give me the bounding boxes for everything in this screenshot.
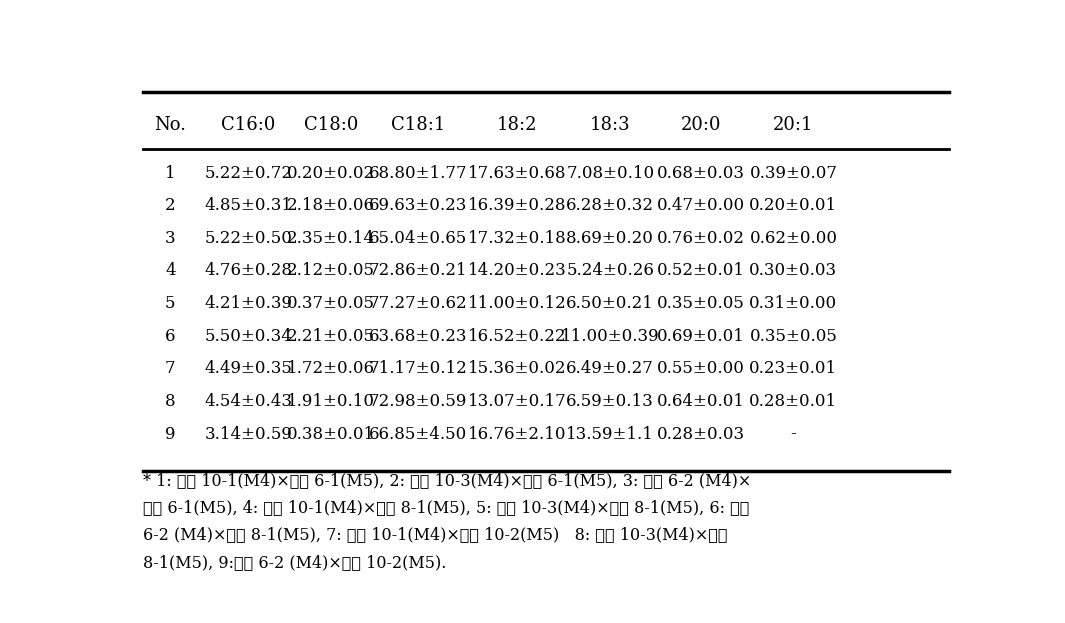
- Text: 4.76±0.28: 4.76±0.28: [204, 262, 293, 280]
- Text: 4.54±0.43: 4.54±0.43: [204, 393, 293, 410]
- Text: 0.35±0.05: 0.35±0.05: [750, 328, 837, 345]
- Text: 0.76±0.02: 0.76±0.02: [657, 230, 746, 247]
- Text: 1.72±0.06: 1.72±0.06: [288, 360, 375, 378]
- Text: 15.36±0.02: 15.36±0.02: [468, 360, 567, 378]
- Text: 8.69±0.20: 8.69±0.20: [567, 230, 654, 247]
- Text: 0.47±0.00: 0.47±0.00: [657, 197, 746, 214]
- Text: 5.50±0.34: 5.50±0.34: [204, 328, 293, 345]
- Text: 3.14±0.59: 3.14±0.59: [204, 426, 293, 442]
- Text: 69.63±0.23: 69.63±0.23: [368, 197, 468, 214]
- Text: 4.49±0.35: 4.49±0.35: [204, 360, 293, 378]
- Text: 11.00±0.39: 11.00±0.39: [561, 328, 659, 345]
- Text: 6: 6: [165, 328, 176, 345]
- Text: 0.55±0.00: 0.55±0.00: [657, 360, 744, 378]
- Text: 17.63±0.68: 17.63±0.68: [468, 164, 567, 181]
- Text: 72.86±0.21: 72.86±0.21: [368, 262, 468, 280]
- Text: 66.85±4.50: 66.85±4.50: [368, 426, 468, 442]
- Text: 20:1: 20:1: [773, 116, 814, 134]
- Text: 68.80±1.77: 68.80±1.77: [368, 164, 468, 181]
- Text: 8-1(M5), 9:영산 6-2 (M4)×탑미 10-2(M5).: 8-1(M5), 9:영산 6-2 (M4)×탑미 10-2(M5).: [143, 554, 446, 571]
- Text: 1: 1: [165, 164, 176, 181]
- Text: No.: No.: [154, 116, 186, 134]
- Text: 11.00±0.12: 11.00±0.12: [468, 295, 567, 312]
- Text: 2.21±0.05: 2.21±0.05: [288, 328, 375, 345]
- Text: 0.62±0.00: 0.62±0.00: [750, 230, 837, 247]
- Text: 6.49±0.27: 6.49±0.27: [567, 360, 654, 378]
- Text: 0.28±0.03: 0.28±0.03: [657, 426, 746, 442]
- Text: -: -: [790, 426, 797, 442]
- Text: 6-2 (M4)×한라 8-1(M5), 7: 영산 10-1(M4)×탑미 10-2(M5)   8: 영산 10-3(M4)×한라: 6-2 (M4)×한라 8-1(M5), 7: 영산 10-1(M4)×탑미 1…: [143, 526, 727, 543]
- Text: 77.27±0.62: 77.27±0.62: [368, 295, 468, 312]
- Text: 18:3: 18:3: [590, 116, 630, 134]
- Text: 0.37±0.05: 0.37±0.05: [288, 295, 375, 312]
- Text: 4: 4: [165, 262, 176, 280]
- Text: 0.28±0.01: 0.28±0.01: [750, 393, 837, 410]
- Text: 2.12±0.05: 2.12±0.05: [288, 262, 375, 280]
- Text: 71.17±0.12: 71.17±0.12: [368, 360, 468, 378]
- Text: 16.39±0.28: 16.39±0.28: [468, 197, 567, 214]
- Text: 18:2: 18:2: [496, 116, 537, 134]
- Text: 9: 9: [165, 426, 176, 442]
- Text: 7.08±0.10: 7.08±0.10: [567, 164, 654, 181]
- Text: 0.30±0.03: 0.30±0.03: [750, 262, 837, 280]
- Text: 5.22±0.50: 5.22±0.50: [204, 230, 293, 247]
- Text: 14.20±0.23: 14.20±0.23: [468, 262, 567, 280]
- Text: 0.35±0.05: 0.35±0.05: [657, 295, 744, 312]
- Text: 16.76±2.10: 16.76±2.10: [468, 426, 567, 442]
- Text: C18:1: C18:1: [391, 116, 445, 134]
- Text: 13.07±0.17: 13.07±0.17: [468, 393, 567, 410]
- Text: 0.39±0.07: 0.39±0.07: [750, 164, 837, 181]
- Text: * 1: 영산 10-1(M4)×한라 6-1(M5), 2: 영산 10-3(M4)×한라 6-1(M5), 3: 영산 6-2 (M4)×: * 1: 영산 10-1(M4)×한라 6-1(M5), 2: 영산 10-3(…: [143, 472, 751, 488]
- Text: 0.69±0.01: 0.69±0.01: [657, 328, 744, 345]
- Text: 63.68±0.23: 63.68±0.23: [368, 328, 468, 345]
- Text: 0.38±0.01: 0.38±0.01: [288, 426, 375, 442]
- Text: 0.20±0.01: 0.20±0.01: [750, 197, 837, 214]
- Text: 20:0: 20:0: [681, 116, 721, 134]
- Text: 5.22±0.72: 5.22±0.72: [204, 164, 293, 181]
- Text: 0.68±0.03: 0.68±0.03: [657, 164, 746, 181]
- Text: 4.21±0.39: 4.21±0.39: [204, 295, 293, 312]
- Text: C16:0: C16:0: [222, 116, 276, 134]
- Text: 7: 7: [165, 360, 176, 378]
- Text: 2.35±0.14: 2.35±0.14: [288, 230, 375, 247]
- Text: 6.28±0.32: 6.28±0.32: [567, 197, 654, 214]
- Text: 5: 5: [165, 295, 176, 312]
- Text: 0.31±0.00: 0.31±0.00: [750, 295, 837, 312]
- Text: 16.52±0.22: 16.52±0.22: [468, 328, 567, 345]
- Text: 1.91±0.10: 1.91±0.10: [288, 393, 375, 410]
- Text: 13.59±1.1: 13.59±1.1: [567, 426, 654, 442]
- Text: 3: 3: [165, 230, 176, 247]
- Text: 72.98±0.59: 72.98±0.59: [368, 393, 468, 410]
- Text: 5.24±0.26: 5.24±0.26: [567, 262, 654, 280]
- Text: 0.20±0.02: 0.20±0.02: [288, 164, 375, 181]
- Text: 65.04±0.65: 65.04±0.65: [368, 230, 468, 247]
- Text: 0.64±0.01: 0.64±0.01: [657, 393, 746, 410]
- Text: 0.23±0.01: 0.23±0.01: [750, 360, 837, 378]
- Text: C18:0: C18:0: [304, 116, 359, 134]
- Text: 한라 6-1(M5), 4: 영산 10-1(M4)×한라 8-1(M5), 5: 영산 10-3(M4)×한라 8-1(M5), 6: 영산: 한라 6-1(M5), 4: 영산 10-1(M4)×한라 8-1(M5), 5…: [143, 499, 750, 516]
- Text: 17.32±0.18: 17.32±0.18: [468, 230, 567, 247]
- Text: 8: 8: [165, 393, 176, 410]
- Text: 4.85±0.31: 4.85±0.31: [204, 197, 293, 214]
- Text: 2.18±0.06: 2.18±0.06: [288, 197, 375, 214]
- Text: 0.52±0.01: 0.52±0.01: [657, 262, 746, 280]
- Text: 6.50±0.21: 6.50±0.21: [567, 295, 654, 312]
- Text: 6.59±0.13: 6.59±0.13: [567, 393, 654, 410]
- Text: 2: 2: [165, 197, 176, 214]
